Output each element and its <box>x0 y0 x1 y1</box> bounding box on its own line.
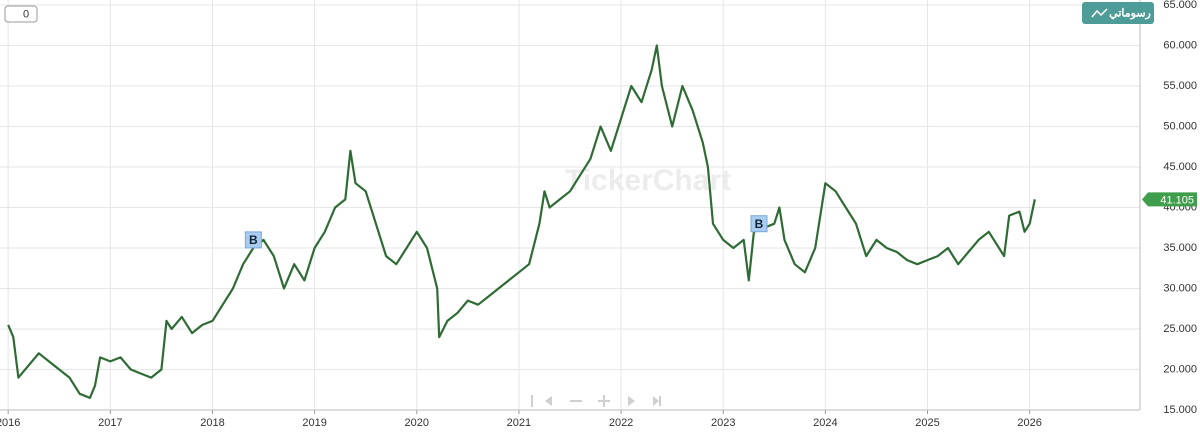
nav-zoom-out[interactable] <box>570 400 582 402</box>
price-line <box>7 44 1036 399</box>
drawings-button-box[interactable] <box>1082 2 1154 24</box>
signal-label: B <box>755 217 764 231</box>
nav-end[interactable] <box>653 396 661 406</box>
x-tick-label: 2021 <box>507 417 531 429</box>
y-tick-label: 30.000 <box>1163 282 1197 294</box>
zoom-button-label[interactable]: 0 <box>23 8 29 20</box>
nav-sep <box>531 395 533 407</box>
y-tick-label: 15.000 <box>1163 404 1197 416</box>
x-tick-label: 2019 <box>302 417 326 429</box>
signal-marker <box>244 231 262 249</box>
zoom-button[interactable]: 0 <box>4 5 38 23</box>
x-tick-label: 2023 <box>711 417 735 429</box>
drawings-button[interactable]: رسوماتي <box>1082 2 1154 24</box>
nav-controls <box>531 395 661 407</box>
signal-marker <box>750 215 768 233</box>
drawings-button-label[interactable]: رسوماتي <box>1109 7 1151 20</box>
x-tick-label: 2026 <box>1017 417 1041 429</box>
zoom-button-box[interactable] <box>4 5 38 23</box>
watermark: TickerChart <box>565 164 731 197</box>
nav-back[interactable] <box>545 396 552 406</box>
last-price-box <box>1142 192 1197 207</box>
x-tick-label: 2016 <box>0 417 20 429</box>
y-tick-label: 55.000 <box>1163 80 1197 92</box>
y-tick-label: 20.000 <box>1163 363 1197 375</box>
y-tick-label: 65.000 <box>1163 0 1197 11</box>
y-tick-label: 50.000 <box>1163 120 1197 132</box>
x-tick-label: 2025 <box>915 417 939 429</box>
x-tick-label: 2024 <box>813 417 837 429</box>
y-tick-label: 35.000 <box>1163 242 1197 254</box>
signal-label: B <box>249 233 258 247</box>
watermark-text: TickerChart <box>565 164 731 197</box>
nav-zoom-in[interactable] <box>598 395 610 407</box>
x-tick-label: 2018 <box>200 417 224 429</box>
y-tick-label: 45.000 <box>1163 161 1197 173</box>
x-tick-label: 2022 <box>609 417 633 429</box>
drawings-icon[interactable] <box>1091 8 1108 18</box>
nav-forward[interactable] <box>628 396 635 406</box>
y-tick-label: 25.000 <box>1163 323 1197 335</box>
last-price-label: 41.105 <box>1160 194 1194 206</box>
x-tick-label: 2020 <box>405 417 429 429</box>
x-tick-label: 2017 <box>98 417 122 429</box>
y-tick-label: 60.000 <box>1163 39 1197 51</box>
